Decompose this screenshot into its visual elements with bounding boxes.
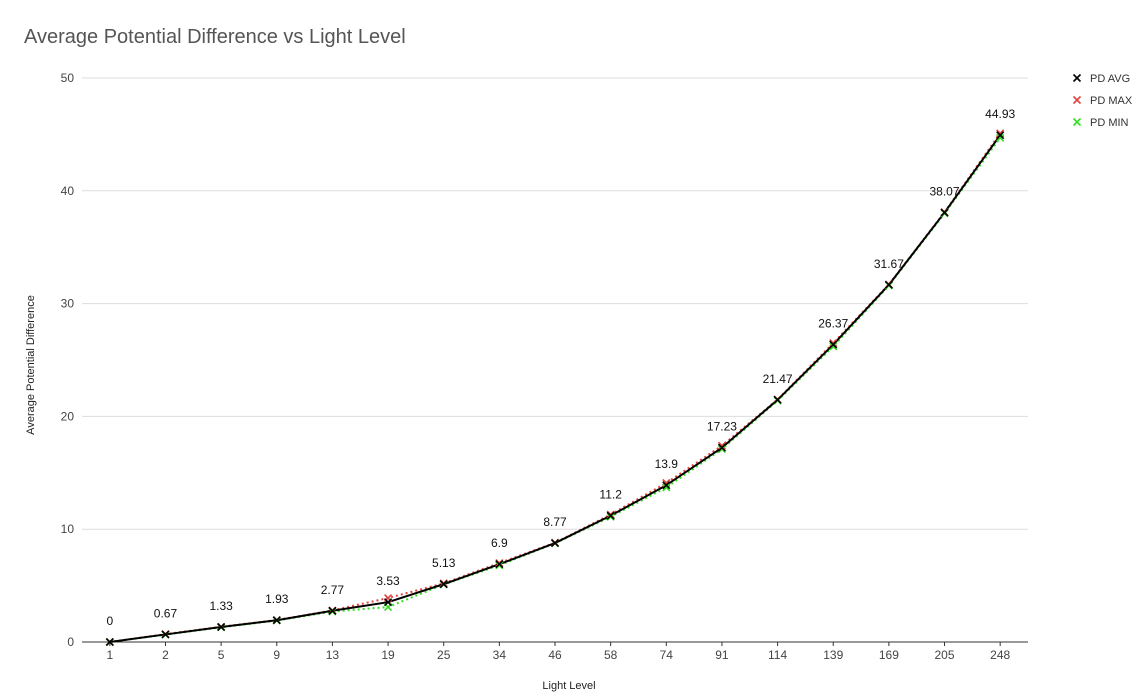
data-label: 11.2 — [599, 488, 622, 502]
data-label: 26.37 — [818, 317, 848, 331]
x-tick-label: 2 — [162, 648, 169, 662]
x-tick-label: 34 — [493, 648, 507, 662]
x-tick-label: 46 — [548, 648, 562, 662]
data-label: 17.23 — [707, 420, 737, 434]
series-line-pd-max — [109, 132, 1001, 643]
data-point-pd-avg — [383, 598, 393, 607]
legend-label: PD MAX — [1090, 95, 1133, 107]
data-label: 21.47 — [763, 372, 793, 386]
legend-item: PD MAX — [1072, 95, 1133, 107]
y-tick-label: 50 — [61, 71, 75, 85]
x-tick-label: 9 — [273, 648, 280, 662]
data-label: 44.93 — [985, 107, 1015, 121]
data-point-pd-avg — [217, 622, 226, 632]
x-tick-label: 205 — [935, 648, 955, 662]
y-axis-title: Average Potential Difference — [25, 295, 37, 435]
x-tick-label: 169 — [879, 648, 899, 662]
legend-label: PD AVG — [1090, 73, 1130, 85]
x-tick-label: 58 — [604, 648, 618, 662]
x-tick-label: 114 — [768, 648, 787, 662]
x-tick-label: 19 — [381, 648, 395, 662]
data-point-pd-avg — [773, 395, 782, 404]
legend-item: PD AVG — [1072, 73, 1130, 85]
data-label: 13.9 — [655, 457, 679, 471]
x-axis-title: Light Level — [542, 680, 595, 692]
data-point-pd-avg — [328, 606, 337, 615]
data-point-pd-avg — [717, 443, 727, 452]
data-label: 0.67 — [154, 606, 178, 620]
y-tick-label: 10 — [61, 522, 75, 536]
data-point-pd-min — [717, 445, 727, 454]
x-tick-label: 91 — [715, 648, 729, 662]
data-point-pd-avg — [662, 481, 671, 490]
data-point-pd-avg — [884, 280, 893, 289]
data-label: 1.33 — [209, 599, 233, 613]
data-point-pd-min — [996, 133, 1005, 142]
x-tick-label: 139 — [823, 648, 843, 662]
data-label: 38.07 — [930, 185, 960, 199]
data-point-pd-max — [717, 441, 727, 450]
data-label: 31.67 — [874, 257, 904, 271]
data-point-pd-min — [829, 342, 838, 351]
legend-label: PD MIN — [1090, 117, 1129, 129]
data-point-pd-avg — [829, 340, 838, 349]
data-point-pd-avg — [495, 560, 504, 569]
data-label: 5.13 — [432, 556, 456, 570]
data-label: 2.77 — [321, 583, 345, 597]
data-point-pd-min — [662, 483, 671, 492]
series-line-pd-avg — [109, 134, 1001, 643]
x-tick-label: 74 — [660, 648, 674, 662]
data-point-pd-avg — [550, 539, 560, 548]
data-label: 0 — [106, 614, 113, 628]
legend-item: PD MIN — [1072, 117, 1129, 129]
data-point-pd-max — [829, 339, 838, 348]
data-point-pd-avg — [606, 511, 615, 520]
data-label: 1.93 — [265, 592, 289, 606]
data-point-pd-avg — [439, 580, 448, 589]
y-tick-label: 0 — [67, 635, 74, 649]
y-tick-label: 30 — [61, 297, 75, 311]
x-tick-label: 25 — [437, 648, 451, 662]
x-tick-label: 248 — [990, 648, 1010, 662]
x-tick-label: 1 — [106, 648, 113, 662]
data-label: 8.77 — [543, 515, 567, 529]
chart-title: Average Potential Difference vs Light Le… — [24, 26, 406, 48]
x-tick-label: 5 — [218, 648, 225, 662]
y-tick-label: 20 — [61, 409, 75, 423]
data-point-pd-avg — [940, 208, 949, 217]
data-label: 3.53 — [376, 574, 400, 588]
data-point-pd-avg — [272, 616, 281, 625]
data-point-pd-avg — [996, 131, 1005, 140]
data-label: 6.9 — [491, 536, 508, 550]
y-tick-label: 40 — [61, 184, 75, 198]
data-point-pd-avg — [161, 630, 170, 639]
data-point-pd-avg — [105, 637, 114, 647]
series-line-pd-min — [109, 137, 1001, 643]
x-tick-label: 13 — [326, 648, 340, 662]
